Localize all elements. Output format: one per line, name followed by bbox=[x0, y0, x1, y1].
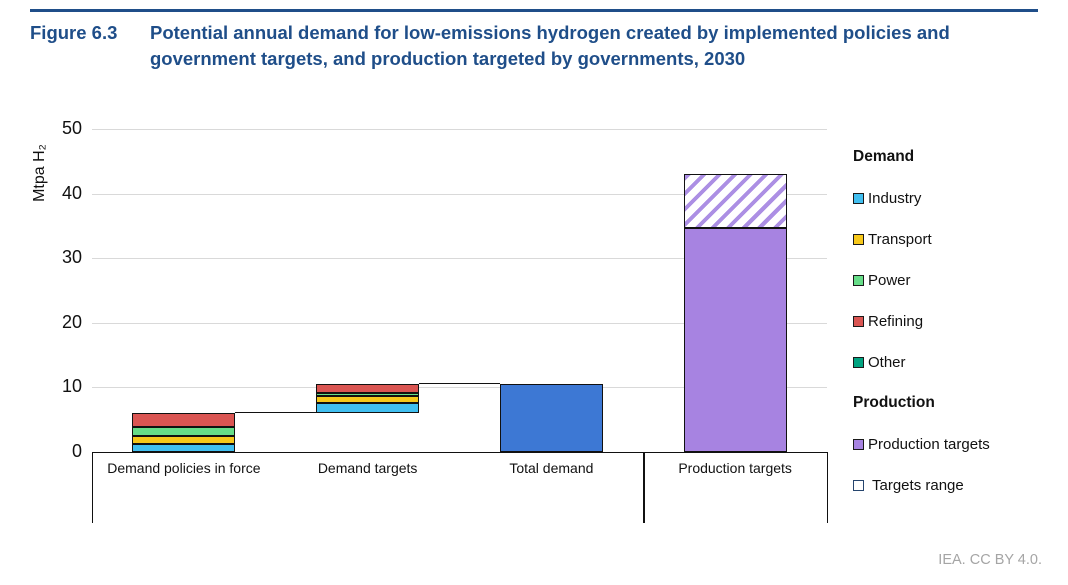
legend-item-label: Transport bbox=[868, 230, 932, 248]
gridline-20 bbox=[92, 322, 827, 324]
legend-item-label: Production targets bbox=[868, 435, 990, 453]
category-label-text: Total demand bbox=[509, 460, 594, 476]
legend-group-header: Demand bbox=[853, 147, 914, 167]
category-label-text: Production targets bbox=[678, 460, 792, 476]
legend-item-targets-range: Targets range bbox=[853, 475, 964, 495]
legend-swatch-icon bbox=[853, 315, 864, 327]
source-credit: IEA. CC BY 4.0. bbox=[938, 552, 1042, 568]
legend-header-text: Production bbox=[853, 394, 935, 411]
waterfall-connector bbox=[235, 411, 317, 414]
bar-segment-industry bbox=[316, 402, 420, 413]
legend-header-text: Demand bbox=[853, 148, 915, 165]
legend-item-label: Refining bbox=[868, 312, 924, 330]
figure-title-block: Figure 6.3 Potential annual demand for l… bbox=[30, 20, 1040, 72]
axis-box-edge bbox=[827, 452, 829, 523]
legend-item-industry: Industry bbox=[853, 188, 921, 208]
legend-item-label: Industry bbox=[868, 189, 922, 207]
legend-item-production-targets: Production targets bbox=[853, 434, 990, 454]
legend-item-label: Power bbox=[868, 271, 911, 289]
y-tick-label-30: 30 bbox=[61, 247, 82, 268]
legend-item-other: Other bbox=[853, 352, 906, 372]
bar-segment-industry bbox=[132, 444, 236, 452]
figure-number: Figure 6.3 bbox=[30, 22, 118, 43]
title-rule bbox=[30, 9, 1038, 12]
y-tick-label-40: 40 bbox=[61, 182, 82, 203]
category-label-4: Production targets bbox=[643, 459, 827, 477]
gridline-10 bbox=[92, 387, 827, 389]
legend-item-power: Power bbox=[853, 270, 911, 290]
bar-segment-total-demand bbox=[499, 383, 603, 452]
legend-swatch-icon bbox=[853, 479, 864, 491]
group-divider-line bbox=[643, 452, 645, 523]
gridline-50 bbox=[92, 129, 827, 130]
gridline-40 bbox=[92, 193, 827, 195]
bar-segment-transport bbox=[132, 435, 236, 445]
y-tick-label-50: 50 bbox=[61, 118, 82, 138]
legend-swatch-icon bbox=[853, 438, 864, 450]
legend-swatch-icon bbox=[853, 274, 864, 286]
legend-swatch-icon bbox=[853, 192, 864, 204]
category-label-text: Demand targets bbox=[317, 460, 418, 476]
x-axis-line bbox=[92, 452, 827, 454]
axis-box-edge bbox=[92, 452, 94, 523]
category-label-2: Demand targets bbox=[276, 459, 460, 477]
bar-segment-targets-range bbox=[683, 174, 787, 229]
gridline-30 bbox=[92, 258, 827, 260]
y-tick-label-20: 20 bbox=[61, 311, 82, 332]
y-tick-label-0: 0 bbox=[71, 441, 82, 461]
bar-segment-refining bbox=[316, 383, 420, 393]
legend-swatch-icon bbox=[853, 233, 864, 245]
bar-segment-transport bbox=[316, 395, 420, 403]
y-axis-label-wrap: Mtpa H₂ bbox=[0, 125, 87, 220]
category-label-1: Demand policies in force bbox=[92, 459, 276, 477]
legend-item-label: Other bbox=[868, 353, 906, 371]
legend-item-label: Targets range bbox=[872, 476, 964, 494]
legend-item-refining: Refining bbox=[853, 311, 923, 331]
legend-group-header: Production bbox=[853, 393, 935, 413]
figure-title: Potential annual demand for low-emission… bbox=[150, 22, 950, 69]
legend-item-transport: Transport bbox=[853, 229, 932, 249]
y-tick-label-10: 10 bbox=[61, 376, 82, 397]
bar-segment-power bbox=[132, 427, 236, 436]
waterfall-connector bbox=[419, 382, 500, 385]
category-label-3: Total demand bbox=[460, 459, 644, 477]
category-label-text: Demand policies in force bbox=[107, 460, 261, 476]
bar-segment-production-targets bbox=[683, 228, 787, 452]
bar-segment-power bbox=[316, 392, 420, 396]
legend-swatch-icon bbox=[853, 356, 864, 368]
bar-segment-refining bbox=[132, 412, 236, 428]
